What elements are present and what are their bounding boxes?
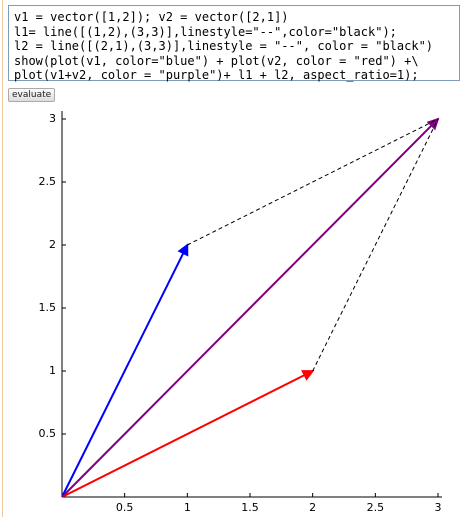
y-tick-label: 2 <box>49 238 56 251</box>
cell-edge <box>2 0 3 517</box>
evaluate-button[interactable]: evaluate <box>8 88 56 102</box>
code-line: plot(v1+v2, color = "purple")+ l1 + l2, … <box>14 68 419 82</box>
vector-line <box>61 117 440 498</box>
code-line: show(plot(v1, color="blue") + plot(v2, c… <box>14 53 419 68</box>
code-line: l2 = line([(2,1),(3,3)],linestyle = "--"… <box>14 39 434 53</box>
code-line: v1 = vector([1,2]); v2 = vector([2,1]) <box>14 10 289 24</box>
y-tick-label: 2.5 <box>39 175 57 188</box>
y-tick-label: 1 <box>49 364 56 377</box>
x-tick-label: 1 <box>184 501 191 514</box>
x-tick-label: 1.5 <box>241 501 259 514</box>
x-tick-label: 0.5 <box>116 501 134 514</box>
x-tick-label: 3 <box>435 501 442 514</box>
code-input[interactable]: v1 = vector([1,2]); v2 = vector([2,1]) l1… <box>8 5 460 82</box>
vector-line <box>187 118 439 246</box>
vector-line <box>312 118 439 372</box>
y-tick-label: 1.5 <box>39 301 57 314</box>
code-line: l1= line([(1,2),(3,3)],linestyle="--",co… <box>14 24 397 39</box>
y-tick-label: 0.5 <box>39 427 57 440</box>
y-tick-label: 3 <box>49 112 56 125</box>
x-tick-label: 2 <box>309 501 316 514</box>
vector-line <box>61 243 189 498</box>
vector-line <box>61 370 315 498</box>
x-tick-label: 2.5 <box>367 501 385 514</box>
